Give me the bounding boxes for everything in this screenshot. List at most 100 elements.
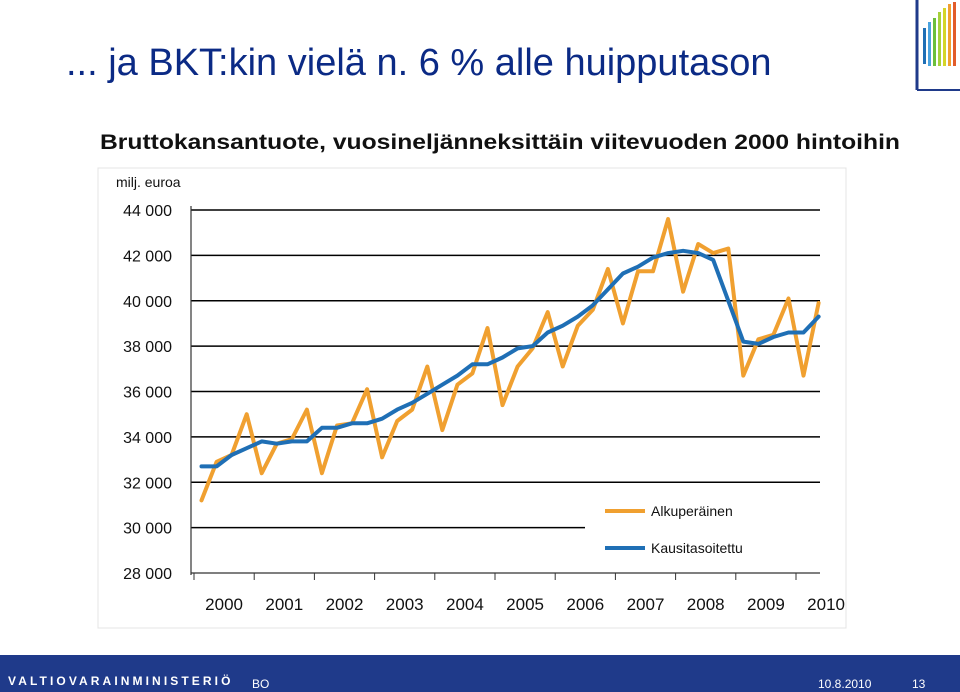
slide-title: ... ja BKT:kin vielä n. 6 % alle huipput… <box>66 42 772 84</box>
x-tick-label: 2005 <box>506 595 544 614</box>
data-point-seasonal <box>306 440 308 443</box>
data-point-original <box>245 413 248 416</box>
series-line-seasonal <box>199 248 821 469</box>
data-point-seasonal <box>817 315 820 318</box>
data-point-original <box>712 252 714 254</box>
data-point-seasonal <box>396 408 399 411</box>
data-point-seasonal <box>772 336 775 338</box>
data-point-seasonal <box>516 347 519 350</box>
series-line-original <box>199 217 821 503</box>
x-tick-label: 2004 <box>446 595 484 614</box>
data-point-original <box>622 322 624 325</box>
data-point-original <box>577 324 579 327</box>
data-point-seasonal <box>336 427 338 429</box>
data-point-original <box>441 429 444 431</box>
ministry-logo <box>915 0 960 91</box>
data-point-original <box>592 309 594 311</box>
data-point-seasonal <box>230 454 233 456</box>
data-point-seasonal <box>321 427 323 429</box>
y-axis-ticks: 28 000 30 000 32 000 34 000 36 000 38 000 40 0… <box>123 203 172 583</box>
y-tick-label: 40 000 <box>123 294 172 311</box>
data-point-original <box>215 461 218 463</box>
data-point-seasonal <box>351 422 353 425</box>
data-point-original <box>306 408 308 411</box>
y-tick-label: 32 000 <box>123 475 172 492</box>
x-tick-label: 2010 <box>807 595 845 614</box>
y-tick-label: 44 000 <box>123 203 172 220</box>
y-tick-label: 38 000 <box>123 339 172 356</box>
data-point-seasonal <box>652 256 654 259</box>
data-point-original <box>366 388 368 391</box>
data-point-seasonal <box>712 259 714 261</box>
data-point-original <box>652 270 654 273</box>
data-point-seasonal <box>411 402 414 404</box>
data-point-original <box>757 338 760 341</box>
data-point-seasonal <box>501 356 504 359</box>
data-point-original <box>561 365 564 368</box>
data-point-original <box>667 218 669 220</box>
data-point-seasonal <box>291 440 293 443</box>
gdp-chart: Bruttokansantuote, vuosineljänneksittäin… <box>97 131 900 629</box>
data-point-seasonal <box>245 447 248 450</box>
series-lines <box>199 217 821 503</box>
data-point-original <box>546 311 549 313</box>
data-point-seasonal <box>531 345 534 347</box>
data-point-original <box>321 472 323 475</box>
legend-label-seasonal: Kausitasoitettu <box>651 540 743 556</box>
data-point-original <box>516 365 519 368</box>
data-point-seasonal <box>592 304 594 307</box>
data-point-original <box>697 243 699 245</box>
x-tick-label: 2008 <box>687 595 725 614</box>
data-point-seasonal <box>546 331 549 334</box>
x-tick-label: 2009 <box>747 595 785 614</box>
data-point-seasonal <box>787 331 790 334</box>
data-point-original <box>381 456 383 459</box>
footer-ministry-name: VALTIOVARAINMINISTERIÖ <box>8 674 234 688</box>
data-point-original <box>787 297 790 300</box>
data-point-seasonal <box>215 465 218 468</box>
y-tick-label: 36 000 <box>123 385 172 402</box>
data-point-seasonal <box>471 363 474 366</box>
data-point-seasonal <box>727 300 730 302</box>
data-point-seasonal <box>607 288 609 291</box>
data-point-seasonal <box>260 440 263 443</box>
y-tick-label: 34 000 <box>123 430 172 447</box>
data-point-original <box>802 374 805 377</box>
data-point-original <box>260 472 263 475</box>
data-point-original <box>742 374 745 377</box>
data-point-original <box>200 499 203 502</box>
data-point-seasonal <box>561 324 564 327</box>
data-point-seasonal <box>366 422 368 425</box>
data-point-original <box>486 327 489 329</box>
y-axis-unit-label: milj. euroa <box>116 174 181 190</box>
data-point-original <box>396 420 399 422</box>
data-point-seasonal <box>742 340 745 343</box>
x-tick-label: 2006 <box>566 595 604 614</box>
y-tick-label: 28 000 <box>123 566 172 583</box>
data-point-seasonal <box>456 374 459 377</box>
data-point-original <box>637 270 639 273</box>
data-point-original <box>471 372 474 375</box>
x-tick-label: 2001 <box>265 595 303 614</box>
data-point-seasonal <box>757 343 760 345</box>
data-point-original <box>682 290 684 293</box>
data-point-original <box>501 404 504 406</box>
data-point-seasonal <box>667 252 669 254</box>
data-point-seasonal <box>622 272 624 275</box>
data-point-seasonal <box>697 252 699 254</box>
data-point-original <box>817 302 820 304</box>
chart-legend: Alkuperäinen Kausitasoitettu <box>585 494 835 566</box>
data-point-seasonal <box>577 315 579 318</box>
data-point-seasonal <box>637 265 639 268</box>
x-tick-label: 2000 <box>205 595 243 614</box>
footer-bar: VALTIOVARAINMINISTERIÖ <box>0 655 960 692</box>
data-point-seasonal <box>802 331 805 334</box>
data-point-seasonal <box>441 383 444 386</box>
data-point-original <box>426 365 429 368</box>
chart-title: Bruttokansantuote, vuosineljänneksittäin… <box>100 131 900 154</box>
data-point-original <box>456 383 459 386</box>
y-tick-label: 42 000 <box>123 248 172 265</box>
y-tick-label: 30 000 <box>123 521 172 538</box>
data-point-original <box>727 247 730 250</box>
legend-label-original: Alkuperäinen <box>651 503 733 519</box>
